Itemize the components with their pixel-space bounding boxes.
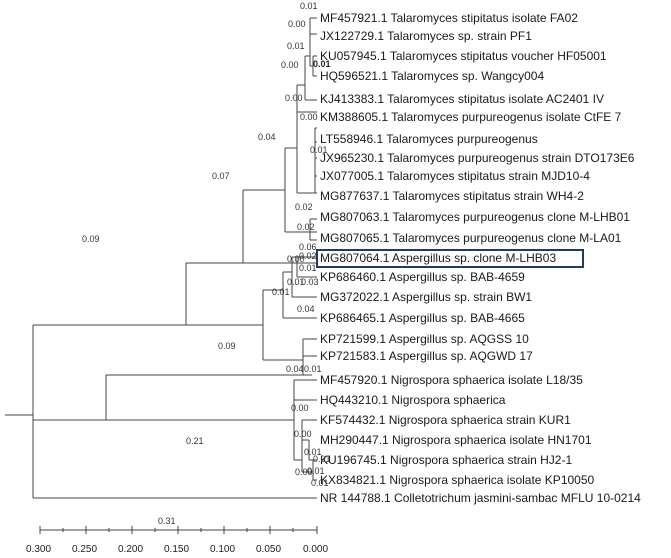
highlighted-leaf-label: MG807064.1 Aspergillus sp. clone M-LHB03: [320, 251, 556, 265]
leaf-label: JX965230.1 Talaromyces purpureogenus str…: [320, 151, 635, 165]
leaf-label: JX122729.1 Talaromyces sp. strain PF1: [320, 29, 532, 43]
branch-length: 0.00: [288, 19, 306, 29]
leaf-label: MG372022.1 Aspergillus sp. strain BW1: [320, 290, 532, 304]
leaf-label: KP686460.1 Aspergillus sp. BAB-4659: [320, 270, 525, 284]
leaf-label: LT558946.1 Talaromyces purpureogenus: [320, 132, 538, 146]
branch-length: 0.09: [218, 341, 236, 351]
axis-tick-label: 0.100: [210, 544, 235, 555]
branch-length: 0.00: [287, 254, 305, 264]
branch-length: 0.01: [300, 1, 318, 11]
branch-length: 0.03: [301, 277, 319, 287]
branch-length: 0.21: [186, 436, 204, 446]
branch-length: 0.01: [299, 263, 317, 273]
leaf-label: MF457921.1 Talaromyces stipitatus isolat…: [320, 11, 578, 25]
leaf-label: MG807063.1 Talaromyces purpureogenus clo…: [320, 210, 630, 224]
leaf-label: MF457920.1 Nigrospora sphaerica isolate …: [320, 373, 583, 387]
leaf-label: MG877637.1 Talaromyces stipitatus strain…: [320, 189, 584, 203]
leaf-label: MG807065.1 Talaromyces purpureogenus clo…: [320, 231, 622, 245]
axis-tick-label: 0.000: [303, 544, 328, 555]
leaf-label: KP721599.1 Aspergillus sp. AQGSS 10: [320, 332, 529, 346]
branch-length: 0.01: [287, 41, 305, 51]
leaf-label: KP686465.1 Aspergillus sp. BAB-4665: [320, 311, 525, 325]
leaf-labels: MF457921.1 Talaromyces stipitatus isolat…: [320, 11, 641, 505]
axis-tick-label: 0.300: [26, 544, 51, 555]
branch-length: 0.01: [304, 447, 322, 457]
branch-length: 0.02: [299, 251, 317, 261]
branch-length: 0.02: [297, 222, 315, 232]
axis-tick-label: 0.050: [256, 544, 281, 555]
highlight-box: [316, 249, 584, 268]
leaf-label: HQ596521.1 Talaromyces sp. Wangcy004: [320, 69, 544, 83]
branch-length: 0.00: [295, 467, 313, 477]
axis-tick-label: 0.150: [164, 544, 189, 555]
axis-tick-label: 0.250: [72, 544, 97, 555]
leaf-label: KF574432.1 Nigrospora sphaerica strain K…: [320, 413, 571, 427]
branch-length: 0.04: [286, 364, 304, 374]
leaf-label: MH290447.1 Nigrospora sphaerica isolate …: [320, 433, 592, 447]
leaf-label: JX077005.1 Talaromyces stipitatus strain…: [320, 169, 590, 183]
branch-length: 0.02: [295, 202, 313, 212]
leaf-label: KM388605.1 Talaromyces purpureogenus iso…: [320, 110, 622, 124]
branch-length: 0.01: [304, 364, 322, 374]
leaf-label: KP721583.1 Aspergillus sp. AQGWD 17: [320, 349, 533, 363]
leaf-label: HQ443210.1 Nigrospora sphaerica: [320, 393, 506, 407]
branch-length: 0.00: [281, 60, 299, 70]
branch-length: 0.07: [212, 171, 230, 181]
branch-length: 0.09: [82, 234, 100, 244]
leaf-label: KU057945.1 Talaromyces stipitatus vouche…: [320, 49, 607, 63]
branch-length: 0.01: [310, 145, 328, 155]
branch-length: 0.01: [313, 454, 331, 464]
branch-length: 0.04: [258, 132, 276, 142]
branch-length: 0.01: [311, 478, 329, 488]
leaf-label: KU196745.1 Nigrospora sphaerica strain H…: [320, 453, 572, 467]
distance-axis: 0.300 0.250 0.200 0.150 0.100 0.050 0.00…: [26, 526, 328, 555]
branch-length: 0.00: [294, 429, 312, 439]
leaf-label: KJ413383.1 Talaromyces stipitatus isolat…: [320, 92, 604, 106]
branch-length: 0.31: [158, 516, 176, 526]
tree-branches: [5, 17, 317, 499]
branch-length: 0.01: [313, 59, 331, 69]
branch-length: 0.00: [300, 112, 318, 122]
branch-length: 0.00: [285, 93, 303, 103]
branch-length: 0.04: [297, 304, 315, 314]
axis-tick-label: 0.200: [118, 544, 143, 555]
branch-length: 0.00: [291, 403, 309, 413]
branch-length: 0.01: [287, 277, 305, 287]
branch-length: 0.06: [299, 242, 317, 252]
branch-length-labels: 0.21 0.09 0.07 0.04 0.09 0.31 0.01 0.00 …: [82, 1, 331, 526]
branch-length: 0.01: [307, 466, 325, 476]
branch-length: 0.01: [272, 287, 290, 297]
leaf-label: KX834821.1 Nigrospora sphaerica isolate …: [320, 473, 595, 487]
leaf-label: NR 144788.1 Colletotrichum jasmini-samba…: [320, 491, 641, 505]
